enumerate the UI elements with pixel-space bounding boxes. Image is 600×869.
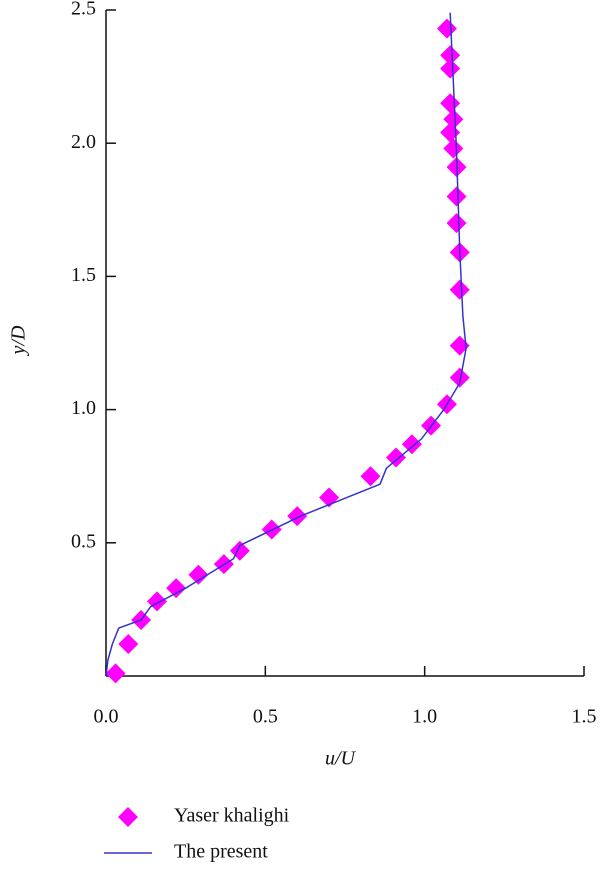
- marker: [105, 663, 126, 684]
- x-tick-label: 0.0: [94, 706, 119, 728]
- y-tick-label: 1.5: [71, 264, 96, 286]
- marker: [188, 564, 209, 585]
- x-tick-label: 0.5: [253, 706, 278, 728]
- line: [105, 12, 467, 677]
- marker: [385, 447, 406, 468]
- marker: [443, 109, 464, 130]
- marker: [118, 634, 139, 655]
- marker: [436, 18, 457, 39]
- marker: [440, 58, 461, 79]
- marker: [440, 45, 461, 66]
- marker: [287, 506, 308, 527]
- marker: [443, 138, 464, 159]
- marker: [440, 93, 461, 114]
- marker: [446, 213, 467, 234]
- legend-label: Yaser khalighi: [174, 805, 290, 827]
- x-tick-label: 1.5: [572, 706, 597, 728]
- legend-marker: [118, 807, 138, 827]
- marker: [449, 279, 470, 300]
- x-axis-label: u/U: [325, 748, 357, 770]
- legend-label: The present: [174, 841, 268, 863]
- y-tick-label: 2.0: [71, 131, 96, 153]
- marker: [166, 578, 187, 599]
- marker: [446, 186, 467, 207]
- y-tick-label: 2.5: [71, 0, 96, 20]
- y-tick-label: 1.0: [71, 397, 96, 419]
- marker: [401, 434, 422, 455]
- marker: [229, 540, 250, 561]
- marker: [360, 466, 381, 487]
- y-tick-label: 0.5: [71, 530, 96, 552]
- marker: [449, 335, 470, 356]
- y-axis-label: y/D: [8, 325, 30, 356]
- marker: [449, 367, 470, 388]
- x-tick-label: 1.0: [412, 706, 437, 728]
